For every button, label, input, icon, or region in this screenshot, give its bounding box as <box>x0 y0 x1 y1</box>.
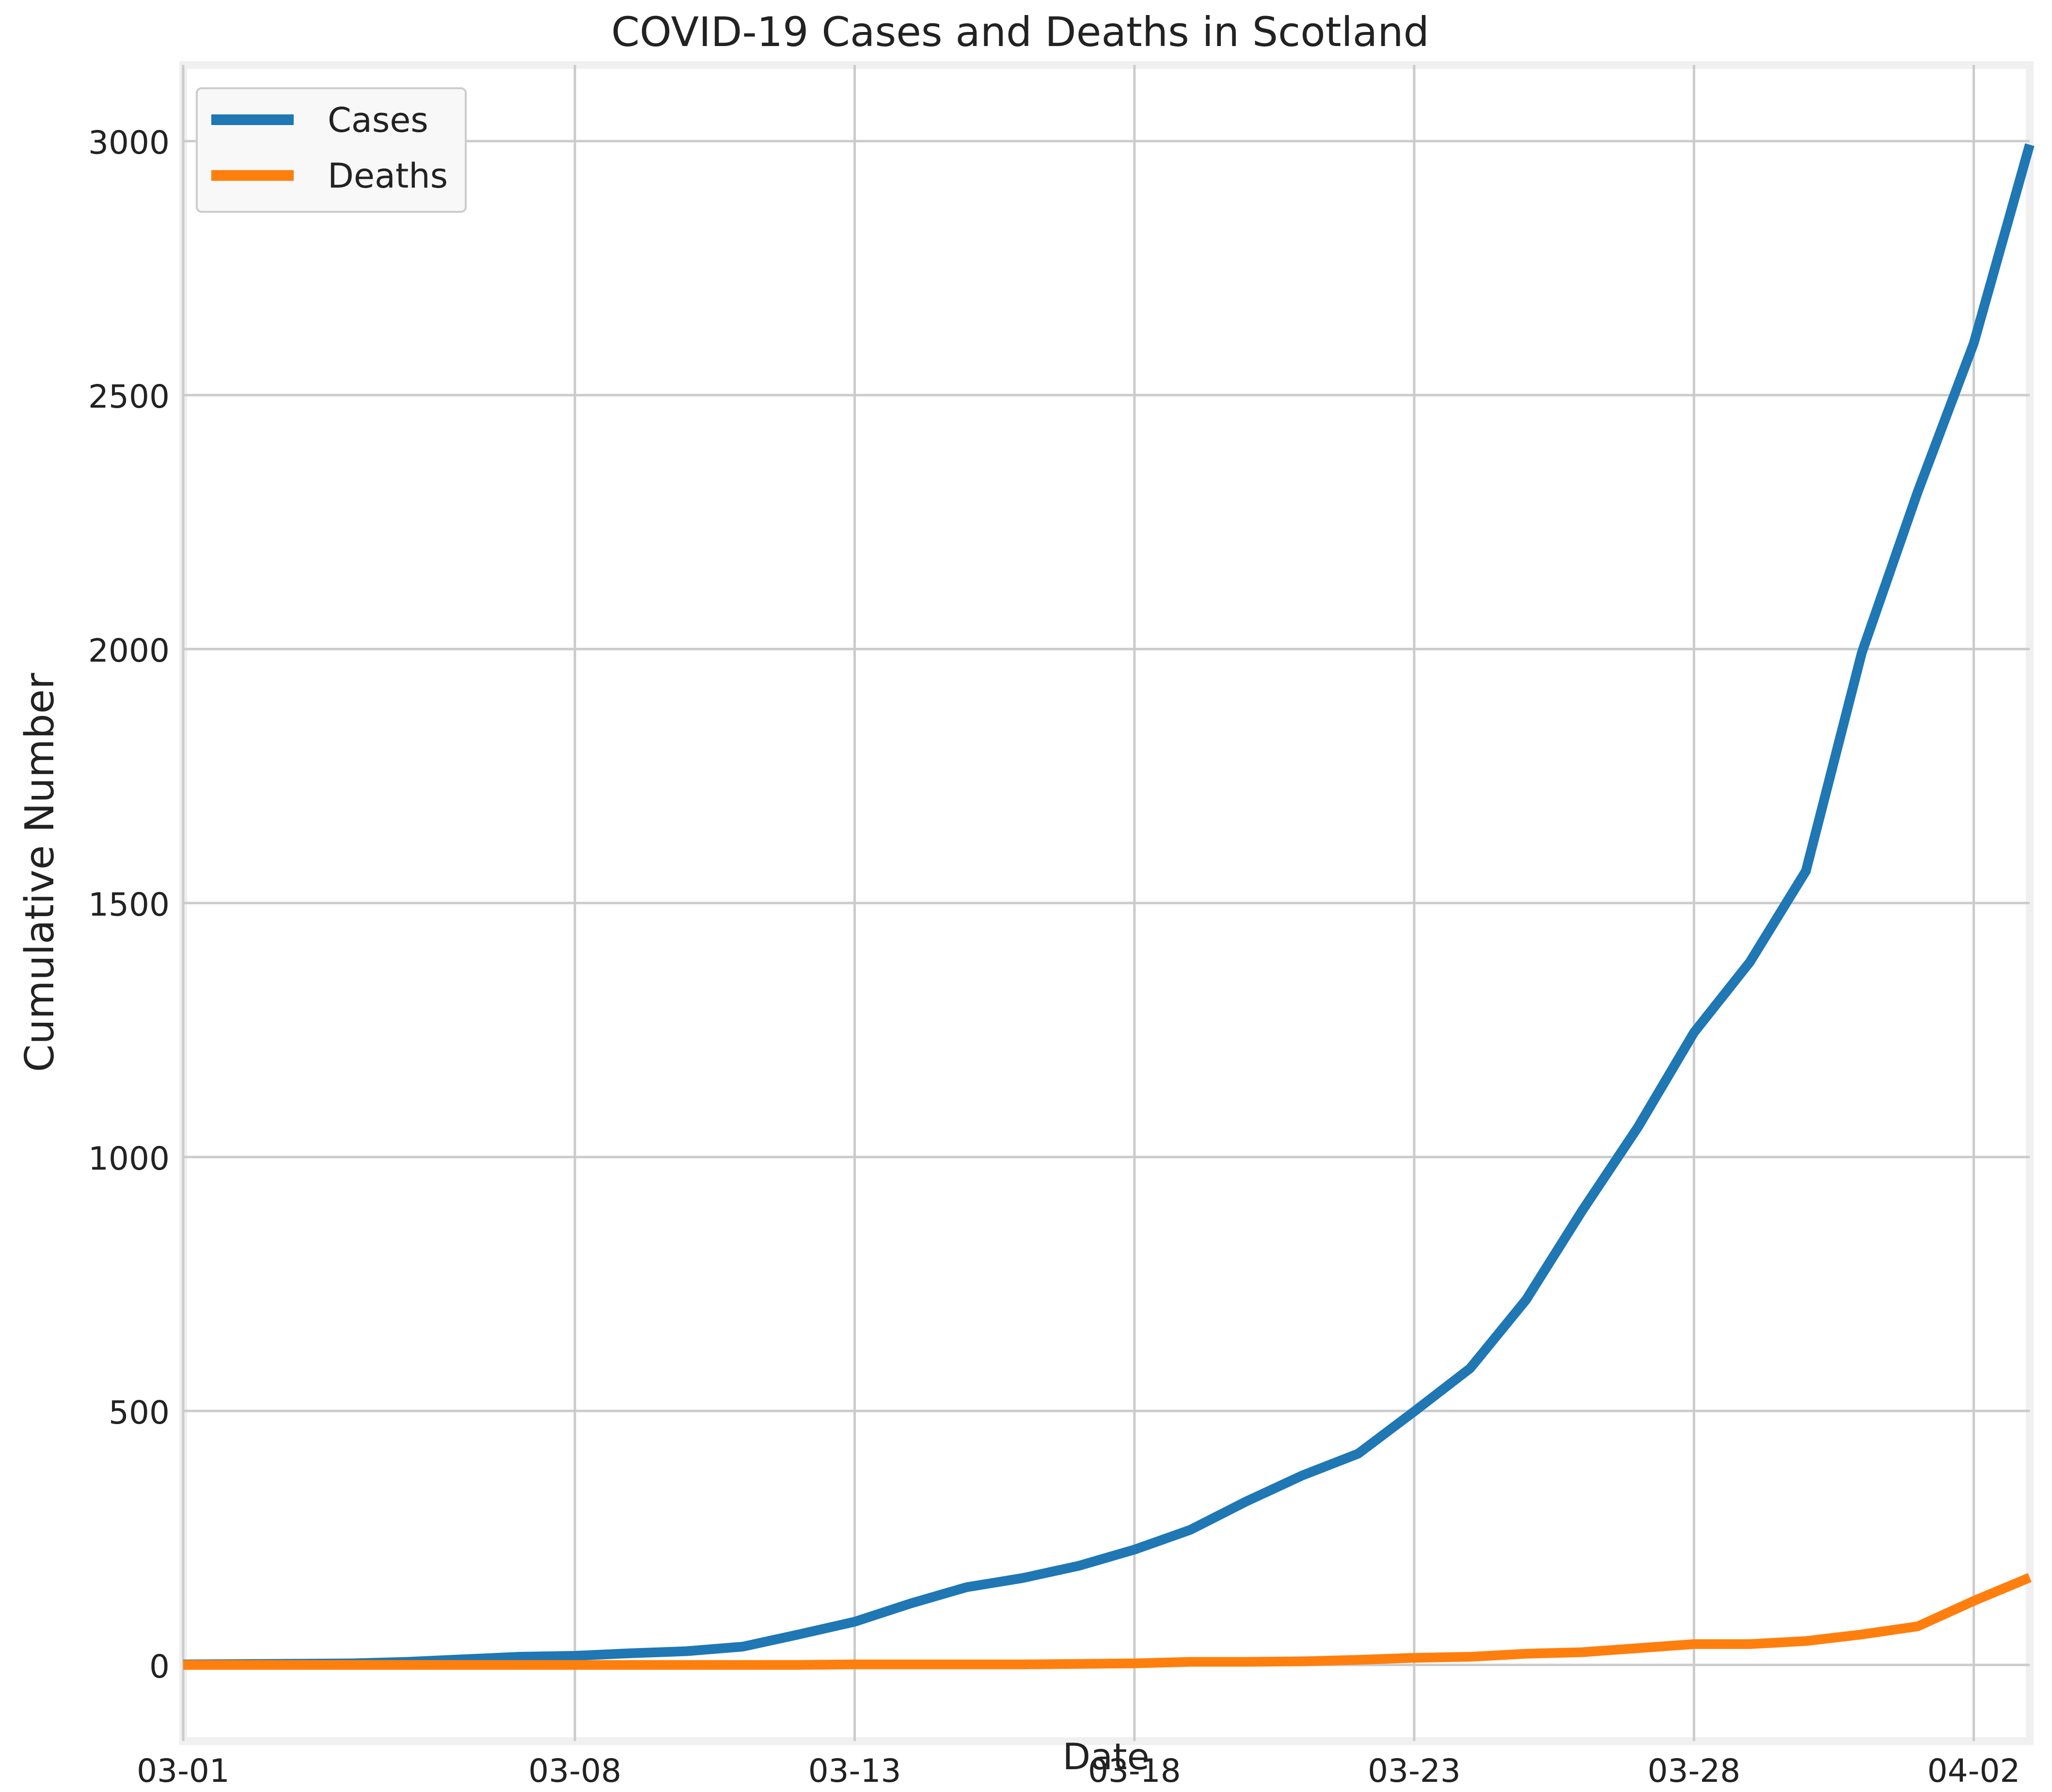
series-layer <box>183 143 2035 1670</box>
x-tick-label: 03-13 <box>808 1752 901 1790</box>
y-axis-label: Cumulative Number <box>17 673 63 1072</box>
y-tick-label: 500 <box>109 1394 170 1431</box>
x-tick-label: 03-28 <box>1647 1752 1740 1790</box>
series-line-cases <box>183 143 2035 1669</box>
legend-label-deaths: Deaths <box>328 156 448 196</box>
x-tick-label: 03-23 <box>1368 1752 1461 1790</box>
gridlines <box>182 65 2030 1741</box>
y-tick-label: 2000 <box>88 632 170 669</box>
x-tick-label: 04-02 <box>1927 1752 2020 1790</box>
legend-label-cases: Cases <box>328 100 428 140</box>
y-tick-label: 0 <box>149 1648 170 1685</box>
x-axis-ticks: 03-01 03-08 03-13 03-18 03-23 03-28 04-02 <box>137 1752 2020 1790</box>
legend: Cases Deaths <box>196 87 467 213</box>
x-tick-label: 03-18 <box>1088 1752 1181 1790</box>
x-axis-label: Date <box>1062 1735 1149 1778</box>
series-line-deaths <box>183 1573 2032 1670</box>
y-tick-label: 2500 <box>88 378 170 415</box>
chart-title: COVID-19 Cases and Deaths in Scotland <box>611 8 1429 56</box>
y-tick-label: 1500 <box>88 886 170 923</box>
y-axis-ticks: 0 500 1000 1500 2000 2500 3000 <box>88 124 170 1685</box>
x-tick-label: 03-08 <box>528 1752 621 1790</box>
y-tick-label: 3000 <box>88 124 170 161</box>
y-tick-label: 1000 <box>88 1140 170 1177</box>
x-tick-label: 03-01 <box>137 1752 230 1790</box>
